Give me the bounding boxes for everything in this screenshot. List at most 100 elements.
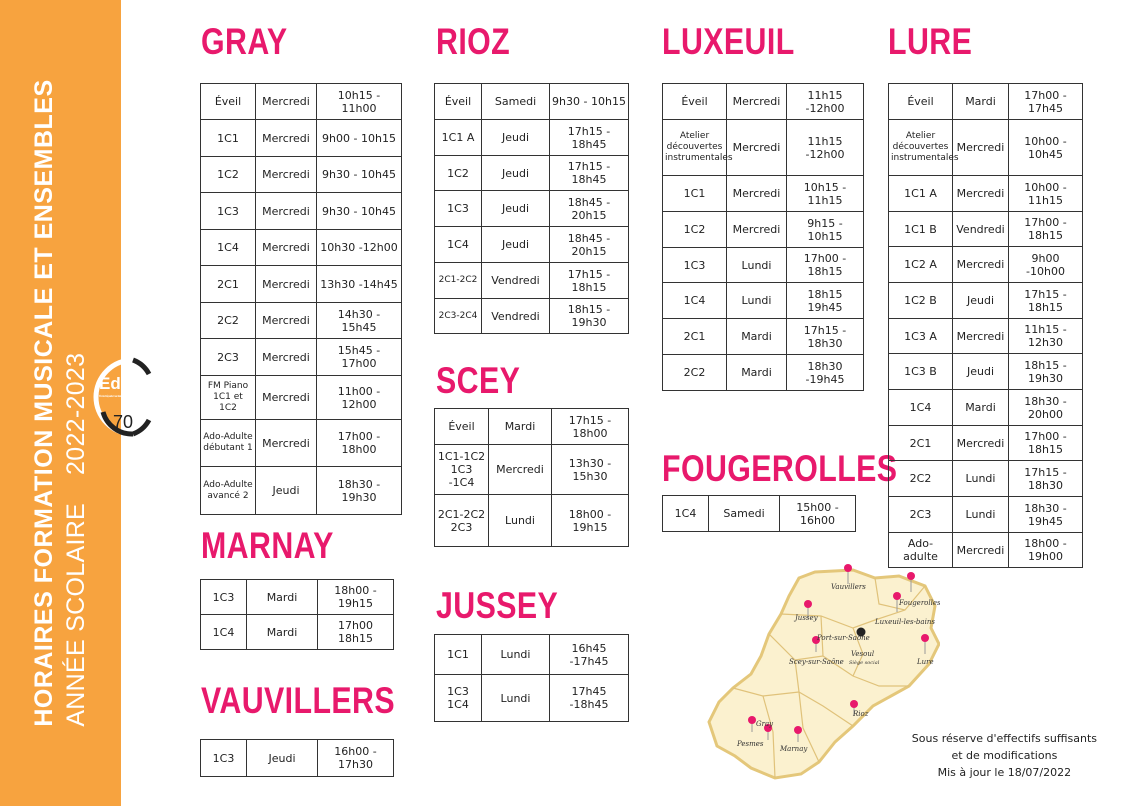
- schedule-level-cell: 2C2: [888, 460, 953, 497]
- schedule-body: Éveil Mercredi 11h15 -12h00 Atelier découve…: [662, 83, 864, 391]
- schedule-body: Éveil Mardi 17h15 - 18h00 1C1-1C2 1C3 -1C4 M…: [434, 408, 629, 547]
- schedule-level-cell: 1C3: [200, 192, 256, 230]
- schedule-time-cell: 9h30 - 10h45: [316, 156, 402, 193]
- schedule-time-cell: 17h00 - 17h45: [1008, 83, 1083, 120]
- note-line-2: et de modifications: [951, 749, 1058, 762]
- schedule-row: 1C4 Lundi 18h15 19h45: [662, 282, 864, 319]
- schedule-row: 1C2 B Jeudi 17h15 - 18h15: [888, 282, 1083, 319]
- schedule-row: Atelier découvertes instrumentales Mercre…: [888, 119, 1083, 176]
- schedule-level-cell: 1C4: [200, 614, 247, 650]
- schedule-body: 1C1 Lundi 16h45 -17h45 1C3 1C4 Lundi 17h45 -1…: [434, 634, 629, 722]
- schedule-level-cell: 1C1: [434, 634, 482, 675]
- schedule-day-cell: Mercredi: [255, 83, 317, 120]
- schedule-row: 1C3 Mardi 18h00 - 19h15: [200, 579, 394, 615]
- schedule-time-cell: 18h30 - 20h00: [1008, 389, 1083, 426]
- schedule-day-cell: Mercredi: [255, 192, 317, 230]
- schedule-row: 1C4 Mercredi 10h30 -12h00: [200, 229, 402, 266]
- schedule-level-cell: 2C2: [200, 302, 256, 339]
- schedule-row: 2C3-2C4 Vendredi 18h15 - 19h30: [434, 298, 629, 334]
- schedule-level-cell: Éveil: [888, 83, 953, 120]
- schedule-level-cell: 1C3: [200, 739, 247, 777]
- note-line-1: Sous réserve d'effectifs suffisants: [911, 732, 1097, 745]
- schedule-row: 1C2 Jeudi 17h15 - 18h45: [434, 155, 629, 191]
- schedule-day-cell: Mercredi: [726, 175, 787, 212]
- schedule-time-cell: 11h15 -12h00: [786, 119, 864, 176]
- schedule-day-cell: Jeudi: [481, 190, 550, 227]
- schedule-day-cell: Lundi: [726, 282, 787, 319]
- schedule-row: 1C3 B Jeudi 18h15 - 19h30: [888, 353, 1083, 390]
- head-office-marker: [856, 627, 866, 637]
- map-pin-icon: [893, 592, 901, 612]
- map-pin-icon: [748, 716, 756, 732]
- schedule-row: 1C1 Lundi 16h45 -17h45: [434, 634, 629, 675]
- schedule-body: 1C4 Samedi 15h00 - 16h00: [662, 495, 856, 532]
- schedule-level-cell: 1C3 1C4: [434, 674, 482, 722]
- schedule-level-cell: Éveil: [200, 83, 256, 120]
- city-title-rioz: RIOZ: [436, 21, 511, 62]
- schedule-row: Ado-Adulte débutant 1 Mercredi 17h00 - 18h…: [200, 419, 402, 467]
- schedule-time-cell: 17h15 - 18h30: [1008, 460, 1083, 497]
- schedule-table-fougerolles: 1C4 Samedi 15h00 - 16h00: [662, 495, 856, 532]
- schedule-day-cell: Mercredi: [255, 156, 317, 193]
- schedule-time-cell: 10h15 - 11h00: [316, 83, 402, 120]
- schedule-day-cell: Mercredi: [255, 338, 317, 376]
- schedule-time-cell: 17h15 - 18h15: [549, 262, 629, 299]
- schedule-row: 1C4 Mardi 17h00 18h15: [200, 614, 394, 650]
- city-title-vauvillers: VAUVILLERS: [201, 680, 396, 721]
- schedule-day-cell: Mercredi: [952, 425, 1009, 461]
- haute-saone-map: Vauvillers Fougerolles Jussey Port-sur-S…: [707, 564, 940, 780]
- schedule-body: Éveil Samedi 9h30 - 10h15 1C1 A Jeudi 17h15 -…: [434, 83, 629, 334]
- schedule-time-cell: 17h45 -18h45: [549, 674, 629, 722]
- schedule-time-cell: 18h15 19h45: [786, 282, 864, 319]
- logo-brand: EdMT: [99, 374, 146, 393]
- schedule-day-cell: Jeudi: [246, 739, 318, 777]
- schedule-level-cell: 2C1: [662, 318, 727, 355]
- schedule-day-cell: Mardi: [488, 408, 552, 445]
- map-pin-icon: [844, 564, 852, 584]
- schedule-time-cell: 15h45 - 17h00: [316, 338, 402, 376]
- schedule-body: 1C3 Mardi 18h00 - 19h15 1C4 Mardi 17h00 18h15: [200, 579, 394, 650]
- schedule-row: 1C1 B Vendredi 17h00 - 18h15: [888, 211, 1083, 247]
- schedule-level-cell: 1C1-1C2 1C3 -1C4: [434, 444, 489, 495]
- schedule-time-cell: 17h15 - 18h00: [551, 408, 629, 445]
- schedule-level-cell: Ado-Adulte avancé 2: [200, 466, 256, 515]
- schedule-level-cell: 1C2 A: [888, 246, 953, 283]
- schedule-row: 1C2 Mercredi 9h30 - 10h45: [200, 156, 402, 193]
- schedule-day-cell: Mercredi: [255, 375, 317, 420]
- schedule-time-cell: 18h30 - 19h45: [1008, 496, 1083, 533]
- schedule-day-cell: Mercredi: [255, 229, 317, 266]
- map-label-marnay: Marnay: [779, 745, 808, 753]
- schedule-row: 2C1 Mercredi 17h00 - 18h15: [888, 425, 1083, 461]
- schedule-level-cell: FM Piano 1C1 et 1C2: [200, 375, 256, 420]
- schedule-day-cell: Jeudi: [481, 119, 550, 156]
- schedule-level-cell: 2C1-2C2: [434, 262, 482, 299]
- schedule-time-cell: 17h15 - 18h15: [1008, 282, 1083, 319]
- schedule-level-cell: 2C2: [662, 354, 727, 391]
- schedule-level-cell: 1C1 B: [888, 211, 953, 247]
- schedule-row: 1C2 A Mercredi 9h00 -10h00: [888, 246, 1083, 283]
- schedule-body: Éveil Mercredi 10h15 - 11h00 1C1 Mercredi 9h0…: [200, 83, 402, 515]
- city-title-gray: GRAY: [201, 21, 288, 62]
- schedule-level-cell: 1C2: [662, 211, 727, 248]
- schedule-level-cell: 2C1-2C2 2C3: [434, 494, 489, 547]
- city-title-fougerolles: FOUGEROLLES: [662, 448, 898, 489]
- schedule-day-cell: Mercredi: [726, 119, 787, 176]
- schedule-row: 2C2 Lundi 17h15 - 18h30: [888, 460, 1083, 497]
- schedule-time-cell: 17h00 - 18h00: [316, 419, 402, 467]
- schedule-row: 2C1 Mercredi 13h30 -14h45: [200, 265, 402, 303]
- schedule-row: Éveil Samedi 9h30 - 10h15: [434, 83, 629, 120]
- schedule-day-cell: Mercredi: [488, 444, 552, 495]
- schedule-time-cell: 13h30 - 15h30: [551, 444, 629, 495]
- schedule-time-cell: 18h30 -19h45: [786, 354, 864, 391]
- schedule-time-cell: 14h30 - 15h45: [316, 302, 402, 339]
- schedule-day-cell: Mardi: [726, 318, 787, 355]
- schedule-time-cell: 16h45 -17h45: [549, 634, 629, 675]
- schedule-time-cell: 18h45 - 20h15: [549, 226, 629, 263]
- schedule-row: 2C2 Mardi 18h30 -19h45: [662, 354, 864, 391]
- schedule-row: 1C4 Mardi 18h30 - 20h00: [888, 389, 1083, 426]
- map-pin-icon: [764, 724, 772, 740]
- schedule-day-cell: Samedi: [481, 83, 550, 120]
- map-pin-icon: [850, 700, 858, 716]
- schedule-day-cell: Vendredi: [481, 262, 550, 299]
- city-title-marnay: MARNAY: [201, 525, 334, 566]
